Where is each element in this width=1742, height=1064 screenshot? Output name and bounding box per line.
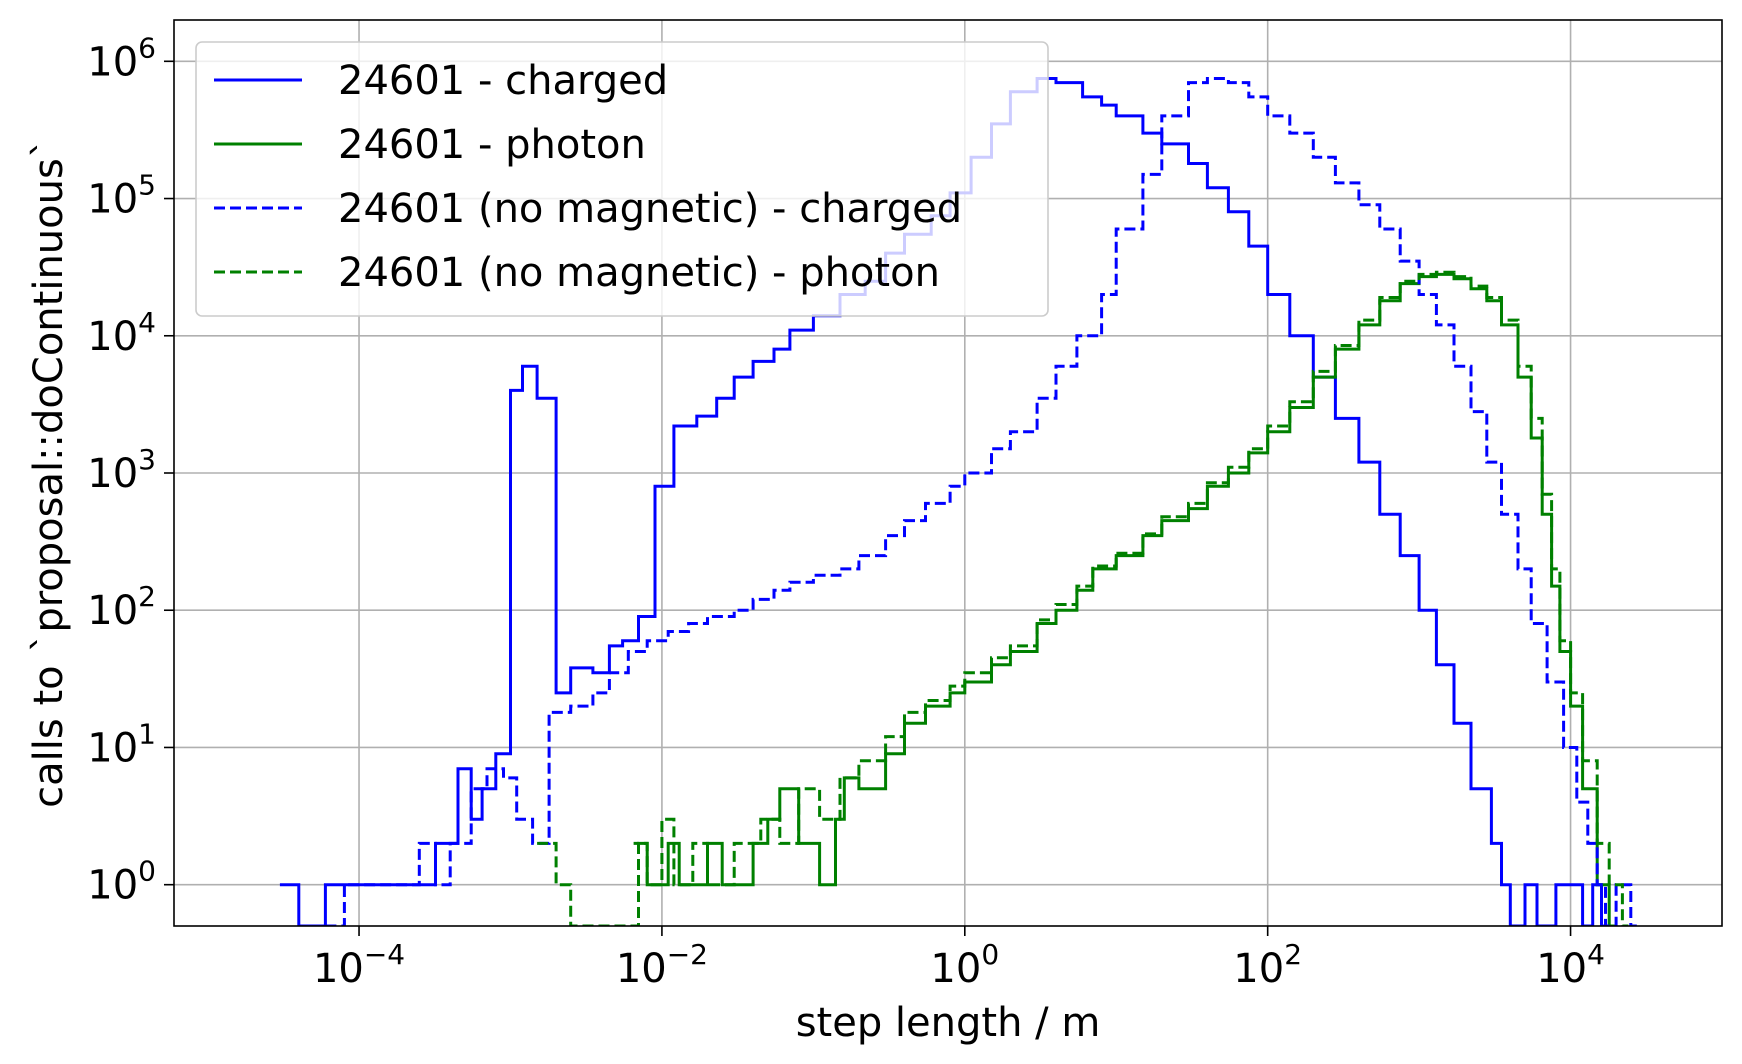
legend: 24601 - charged 24601 - photon 24601 (no m… — [195, 41, 1049, 317]
legend-item: 24601 - photon — [214, 122, 646, 168]
y-tick-label: 100 — [87, 855, 156, 909]
series-line-3 — [325, 77, 1637, 926]
y-tick-label: 106 — [87, 31, 156, 85]
y-tick-label-exponent: 0 — [138, 855, 156, 888]
x-tick-label-exponent: 4 — [1587, 938, 1605, 971]
y-tick-label: 101 — [87, 717, 156, 771]
x-tick-label: 100 — [930, 938, 999, 992]
x-axis-label: step length / m — [796, 1000, 1101, 1046]
legend-label: 24601 (no magnetic) - charged — [338, 186, 962, 232]
x-tick-label-base: 10 — [930, 946, 981, 992]
legend-item: 24601 - charged — [214, 58, 668, 104]
x-tick-label: 104 — [1536, 938, 1605, 992]
y-tick-label: 105 — [87, 169, 156, 223]
y-tick-label-base: 10 — [87, 451, 138, 497]
x-tick-label-exponent: −4 — [364, 938, 405, 971]
y-tick-label-base: 10 — [87, 177, 138, 223]
x-tick-label: 102 — [1233, 938, 1302, 992]
legend-item: 24601 (no magnetic) - charged — [214, 186, 962, 232]
legend-label: 24601 - photon — [338, 122, 646, 168]
y-tick-label-base: 10 — [87, 863, 138, 909]
x-tick-label: 10−4 — [313, 938, 405, 992]
y-tick-label-exponent: 2 — [138, 580, 156, 613]
x-tick-label-base: 10 — [1233, 946, 1284, 992]
x-tick-label-base: 10 — [616, 946, 667, 992]
y-tick-label-exponent: 1 — [138, 717, 156, 750]
legend-label: 24601 - charged — [338, 58, 668, 104]
y-tick-label-base: 10 — [87, 588, 138, 634]
y-tick-label-exponent: 4 — [138, 306, 156, 339]
y-tick-label-exponent: 5 — [138, 169, 156, 202]
x-tick-label-exponent: −2 — [667, 938, 708, 971]
y-tick-label: 104 — [87, 306, 156, 360]
y-tick-label: 103 — [87, 443, 156, 497]
x-axis-ticks: 10−4 10−2 100 102 104 — [313, 926, 1605, 992]
x-tick-label-exponent: 0 — [981, 938, 999, 971]
series-line-4 — [537, 270, 1629, 926]
legend-label: 24601 (no magnetic) - photon — [338, 250, 940, 296]
y-tick-label-base: 10 — [87, 314, 138, 360]
y-tick-label-exponent: 3 — [138, 443, 156, 476]
x-tick-label-base: 10 — [313, 946, 364, 992]
y-tick-label-base: 10 — [87, 39, 138, 85]
y-axis-label: calls to `proposal::doContinuous` — [26, 138, 72, 808]
y-tick-label: 102 — [87, 580, 156, 634]
x-tick-label-base: 10 — [1536, 946, 1587, 992]
x-tick-label: 10−2 — [616, 938, 708, 992]
x-tick-label-exponent: 2 — [1284, 938, 1302, 971]
y-tick-label-base: 10 — [87, 725, 138, 771]
y-tick-label-exponent: 6 — [138, 31, 156, 64]
legend-box — [195, 41, 1049, 317]
legend-item: 24601 (no magnetic) - photon — [214, 250, 940, 296]
